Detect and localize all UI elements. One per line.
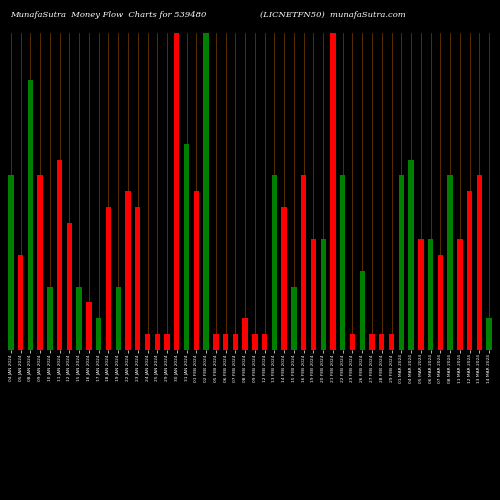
Bar: [311, 239, 316, 350]
Bar: [106, 207, 111, 350]
Bar: [213, 334, 218, 350]
Bar: [223, 334, 228, 350]
Bar: [360, 270, 365, 350]
Bar: [476, 176, 482, 350]
Bar: [486, 318, 492, 350]
Bar: [448, 176, 453, 350]
Bar: [398, 176, 404, 350]
Bar: [28, 80, 33, 350]
Bar: [204, 32, 209, 350]
Bar: [96, 318, 102, 350]
Bar: [184, 144, 189, 350]
Bar: [242, 318, 248, 350]
Bar: [135, 207, 140, 350]
Bar: [438, 255, 443, 350]
Bar: [282, 207, 287, 350]
Bar: [194, 191, 199, 350]
Bar: [232, 334, 238, 350]
Bar: [428, 239, 434, 350]
Bar: [66, 223, 72, 350]
Bar: [418, 239, 424, 350]
Bar: [8, 176, 14, 350]
Bar: [389, 334, 394, 350]
Bar: [370, 334, 374, 350]
Bar: [291, 286, 296, 350]
Bar: [47, 286, 52, 350]
Bar: [57, 160, 62, 350]
Bar: [164, 334, 170, 350]
Bar: [340, 176, 345, 350]
Bar: [320, 239, 326, 350]
Bar: [467, 191, 472, 350]
Bar: [116, 286, 121, 350]
Bar: [330, 32, 336, 350]
Text: MunafaSutra  Money Flow  Charts for 539480: MunafaSutra Money Flow Charts for 539480: [10, 11, 206, 19]
Bar: [174, 32, 180, 350]
Bar: [252, 334, 258, 350]
Bar: [154, 334, 160, 350]
Bar: [350, 334, 355, 350]
Bar: [86, 302, 92, 350]
Bar: [145, 334, 150, 350]
Bar: [301, 176, 306, 350]
Bar: [18, 255, 24, 350]
Bar: [76, 286, 82, 350]
Bar: [408, 160, 414, 350]
Bar: [38, 176, 43, 350]
Bar: [457, 239, 462, 350]
Text: (LICNETFN50)  munafaSutra.com: (LICNETFN50) munafaSutra.com: [260, 11, 406, 19]
Bar: [126, 191, 130, 350]
Bar: [262, 334, 268, 350]
Bar: [272, 176, 277, 350]
Bar: [379, 334, 384, 350]
